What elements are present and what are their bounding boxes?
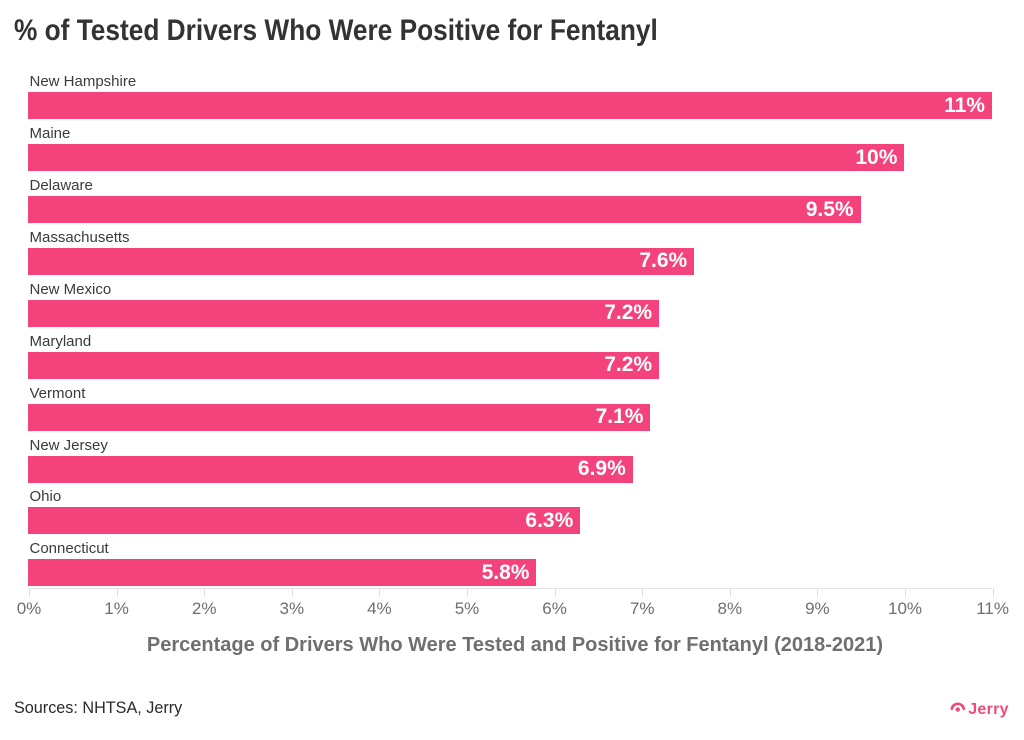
svg-text:Jerry: Jerry [968,701,1009,718]
